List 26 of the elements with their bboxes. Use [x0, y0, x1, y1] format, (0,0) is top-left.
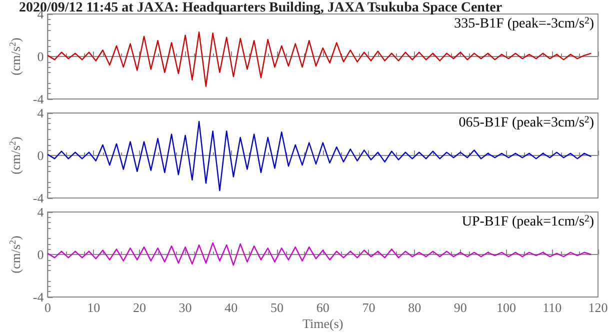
y-tick-label: 4 — [37, 204, 44, 220]
y-tick-label: 0 — [37, 247, 44, 262]
x-tick-label: 30 — [178, 300, 192, 315]
y-axis-title: (cm/s2) — [8, 236, 23, 274]
x-tick-label: 50 — [270, 300, 284, 315]
x-tick-label: 10 — [87, 300, 100, 315]
x-tick-label: 120 — [588, 300, 608, 315]
x-tick-label: 90 — [454, 300, 467, 315]
x-tick-label: 100 — [496, 300, 516, 315]
y-tick-label: -4 — [32, 290, 44, 304]
x-tick-label: 80 — [408, 300, 422, 315]
y-tick-label: 4 — [37, 106, 44, 120]
y-axis-title: (cm/s2) — [8, 136, 23, 174]
y-axis-title: (cm/s2) — [8, 38, 23, 76]
y-tick-label: 0 — [37, 148, 44, 163]
y-tick-label: 0 — [37, 49, 44, 64]
x-tick-label: 70 — [362, 300, 376, 315]
x-tick-label: 60 — [316, 300, 330, 315]
line-series — [47, 242, 592, 266]
x-tick-label: 20 — [132, 300, 146, 315]
x-tick-label: 110 — [542, 300, 562, 315]
y-tick-label: -4 — [32, 92, 44, 106]
line-series — [47, 31, 592, 87]
x-axis-title: Time(s) — [302, 316, 344, 331]
x-tick-label: 40 — [224, 300, 238, 315]
y-tick-label: -4 — [32, 190, 44, 206]
